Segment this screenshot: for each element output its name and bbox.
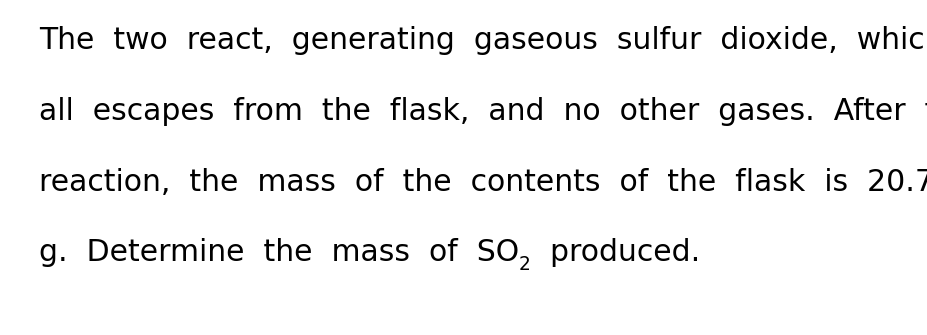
Text: reaction,  the  mass  of  the  contents  of  the  flask  is  20.79: reaction, the mass of the contents of th… bbox=[39, 168, 927, 197]
Text: g.  Determine  the  mass  of  SO: g. Determine the mass of SO bbox=[39, 239, 518, 267]
Text: all  escapes  from  the  flask,  and  no  other  gases.  After  the: all escapes from the flask, and no other… bbox=[39, 97, 927, 126]
Text: The  two  react,  generating  gaseous  sulfur  dioxide,  which: The two react, generating gaseous sulfur… bbox=[39, 26, 927, 55]
Text: 2: 2 bbox=[518, 255, 530, 274]
Text: produced.: produced. bbox=[530, 239, 699, 267]
